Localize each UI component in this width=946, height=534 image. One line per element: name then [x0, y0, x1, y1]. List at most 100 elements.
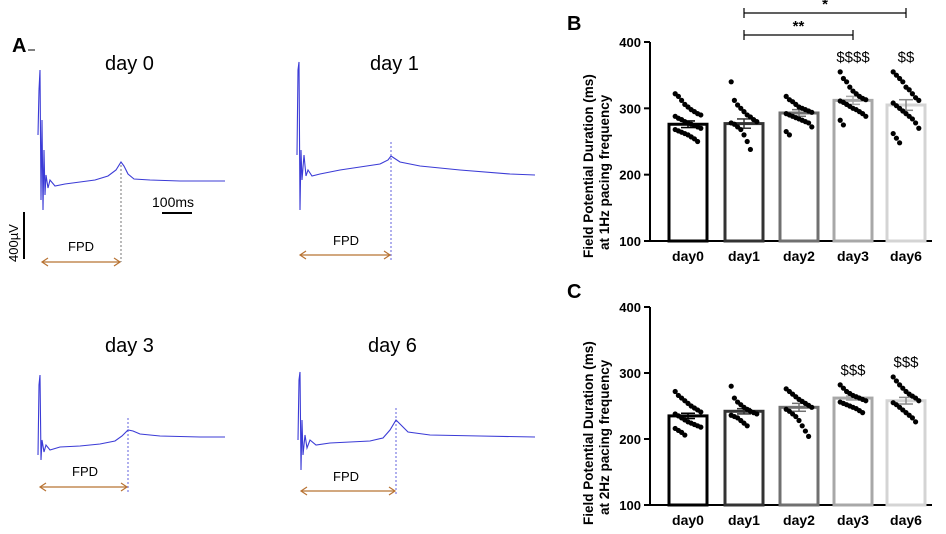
trace-day3: [37, 374, 225, 461]
trace-title-day3: day 3: [105, 335, 154, 357]
panel-b-significance-label: $$: [898, 49, 915, 66]
panel-c-point-day6: [909, 415, 916, 421]
panel-b-category-label: day2: [783, 248, 815, 264]
panel-b-y-tick-label: 200: [619, 168, 641, 183]
panel-b-point-day1: [738, 105, 744, 111]
panel-b-point-day6: [893, 135, 900, 141]
panel-c-point-day6: [900, 385, 906, 391]
panel-b-point-day3: [840, 122, 847, 128]
panel-c-bar-day1: [723, 409, 765, 507]
panel-c: C Field Potential Duration (ms) at 2Hz p…: [567, 281, 932, 528]
scale-time-label: 100ms: [152, 194, 194, 210]
panel-c-category-label: day0: [672, 512, 704, 528]
panel-c-point-day6: [916, 398, 922, 404]
panel-b-point-day0: [698, 112, 704, 118]
panel-c-y-tick-label: 400: [619, 300, 641, 315]
panel-c-point-day2: [809, 404, 815, 410]
panel-b-point-day6: [916, 125, 922, 131]
panel-b-point-day6: [900, 79, 906, 85]
panel-c-point-day3: [860, 410, 866, 416]
panel-b-point-day0: [698, 125, 704, 131]
panel-b-point-day2: [783, 93, 789, 99]
panel-b-point-day6: [897, 140, 903, 146]
panel-b-point-day2: [809, 124, 815, 130]
panel-b-point-day1: [735, 102, 741, 108]
panel-c-point-day2: [806, 433, 812, 439]
panel-b-bracket-label: *: [822, 0, 828, 13]
panel-b-point-day6: [890, 69, 896, 75]
panel-b-point-day0: [675, 93, 682, 99]
panel-c-bar-day6: [885, 399, 927, 507]
panel-b-ylabel-line2: at 1Hz pacing frequency: [597, 94, 612, 250]
panel-c-point-day1: [744, 423, 750, 429]
panel-c-category-label: day3: [837, 512, 869, 528]
panel-c-point-day6: [913, 419, 919, 425]
panel-c-point-day1: [731, 395, 738, 401]
panel-b-point-day6: [913, 120, 919, 126]
panel-b-point-day2: [783, 128, 789, 135]
panel-b-point-day1: [744, 138, 750, 145]
panel-b-category-label: day1: [728, 248, 760, 264]
panel-c-ylabel-line2: at 2Hz pacing frequency: [597, 359, 612, 515]
panel-b-point-day6: [909, 91, 916, 97]
panel-b-significance-label: $$$$: [836, 49, 870, 66]
panel-c-ylabel-line1: Field Potential Duration (ms): [581, 341, 596, 525]
panel-b-point-day2: [809, 109, 815, 115]
panel-c-point-day3: [840, 385, 847, 391]
fpd-arrow-day6: [299, 486, 397, 496]
panel-b-point-day2: [786, 132, 793, 138]
panel-c-point-day2: [799, 423, 805, 429]
fpd-label-day1: FPD: [333, 233, 359, 248]
fpd-label-day0: FPD: [68, 239, 94, 254]
panel-b-point-day6: [909, 116, 916, 122]
panel-b-bar-day6: [885, 103, 927, 243]
panel-b-category-label: day0: [672, 248, 704, 264]
panel-b-y-tick-label: 300: [619, 101, 641, 116]
panel-b-point-day3: [837, 117, 843, 123]
panel-b-point-day3: [840, 75, 847, 82]
panel-b: B Field Potential Duration (ms) at 1Hz p…: [567, 0, 932, 264]
trace-title-day6: day 6: [368, 335, 417, 357]
panel-c-y-tick-label: 300: [619, 366, 641, 381]
panel-b-y-tick-label: 400: [619, 35, 641, 50]
fpd-arrow-day3: [38, 482, 129, 492]
panel-c-significance-label: $$$: [840, 362, 866, 379]
fpd-label-day3: FPD: [72, 464, 98, 479]
panel-c-category-label: day6: [890, 512, 922, 528]
panel-c-point-day6: [893, 378, 900, 384]
trace-day0: [37, 69, 225, 211]
panel-b-point-day1: [731, 97, 738, 103]
panel-c-y-tick-label: 100: [619, 498, 641, 513]
panel-b-point-day0: [679, 97, 685, 103]
panel-c-point-day3: [863, 398, 869, 404]
panel-c-point-day0: [698, 424, 704, 430]
panel-b-point-day6: [906, 87, 912, 93]
panel-c-point-day1: [728, 383, 734, 389]
panel-b-y-tick-label: 100: [619, 234, 641, 249]
panel-b-point-day3: [837, 69, 843, 75]
panel-a: A day 0 day 1 day 3 day 6 FPD FP: [6, 35, 536, 496]
fpd-arrow-day0: [40, 257, 122, 267]
panel-b-point-day3: [844, 79, 850, 85]
panel-a-letter: A: [12, 35, 26, 57]
panel-c-y-tick-label: 200: [619, 432, 641, 447]
panel-b-point-day6: [893, 72, 900, 78]
panel-b-bar-day0: [667, 122, 709, 243]
panel-c-point-day6: [890, 374, 896, 380]
panel-b-bracket-label: **: [793, 18, 805, 35]
panel-b-point-day1: [741, 109, 747, 115]
panel-c-category-label: day1: [728, 512, 760, 528]
trace-day6: [297, 371, 536, 471]
panel-c-point-day0: [682, 432, 688, 438]
panel-c-bar-day3: [832, 396, 874, 507]
panel-b-point-day0: [695, 138, 701, 145]
panel-b-point-day1: [754, 119, 760, 125]
panel-c-point-day0: [698, 409, 704, 415]
panel-b-point-day6: [897, 75, 903, 82]
panel-b-point-day3: [847, 84, 853, 90]
panel-b-point-day3: [863, 97, 869, 103]
panel-b-point-day1: [741, 132, 747, 138]
trace-title-day1: day 1: [370, 53, 419, 75]
panel-b-point-day3: [863, 113, 869, 119]
